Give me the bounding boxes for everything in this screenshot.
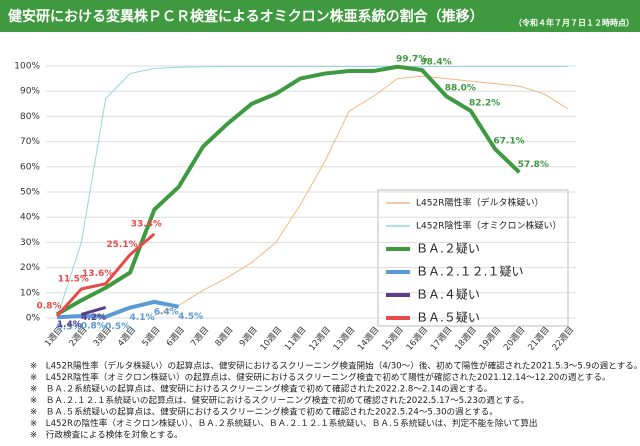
data-label: 0.5% [105, 322, 130, 332]
data-label: 11.5% [58, 275, 89, 285]
y-tick-label: 100% [14, 62, 40, 72]
data-label: 25.1% [106, 240, 137, 250]
x-tick-label: 8週目 [213, 325, 235, 349]
data-label: 98.4% [420, 58, 451, 68]
y-tick-label: 10% [20, 288, 40, 298]
legend-label: ＢＡ.５疑い [416, 310, 480, 325]
legend-label: ＢＡ.４疑い [416, 287, 480, 302]
y-tick-label: 0% [26, 314, 41, 324]
x-tick-label: 19週目 [478, 325, 504, 353]
series-line [56, 64, 521, 316]
data-label: 1.4% [57, 320, 82, 330]
y-tick-label: 80% [20, 112, 40, 122]
y-tick-label: 30% [20, 238, 40, 248]
y-tick-label: 90% [20, 87, 40, 97]
series-line [56, 66, 568, 319]
series-line [56, 299, 180, 320]
data-label: 13.6% [82, 269, 113, 279]
x-tick-label: 22週目 [551, 325, 577, 353]
data-label: 4.2% [81, 313, 106, 323]
x-tick-label: 11週目 [283, 325, 309, 353]
legend-label: L452R陽性率（デルタ株疑い） [416, 197, 543, 209]
chart-subtitle: （令和４年７月７日１２時時点） [514, 18, 634, 28]
data-label: 88.0% [445, 84, 476, 94]
note: ※ L452Rの陰性率（オミクロン株疑い）、ＢＡ.２系統疑い、ＢＡ.２.１２.１… [30, 417, 538, 429]
data-label: 33.4% [131, 219, 162, 229]
x-tick-label: 13週目 [332, 325, 358, 353]
series-line [80, 305, 107, 316]
data-label: 0.8% [81, 321, 106, 331]
data-label: 0.8% [37, 301, 62, 311]
note: ※ 行政検査による検体を対象とする。 [30, 429, 183, 441]
x-tick-label: 14週目 [356, 325, 382, 353]
y-tick-label: 50% [20, 188, 40, 198]
title-bar [0, 0, 640, 32]
note: ※ L452R陰性率（オミクロン株疑い）の起算点は、健安研におけるスクリーニング… [30, 371, 611, 383]
x-tick-label: 17週目 [429, 325, 455, 353]
data-label: 57.8% [518, 160, 549, 170]
data-label: 0.3% [57, 323, 82, 333]
y-tick-label: 40% [20, 213, 40, 223]
data-label: 67.1% [493, 136, 524, 146]
data-label: 82.2% [469, 98, 500, 108]
data-label: 4.1% [130, 313, 155, 323]
x-tick-label: 12週目 [307, 325, 333, 353]
data-label: 6.4% [154, 307, 179, 317]
y-tick-label: 20% [20, 263, 40, 273]
y-tick-label: 70% [20, 137, 40, 147]
x-tick-label: 20週目 [502, 325, 528, 353]
x-tick-label: 9週目 [238, 325, 260, 349]
series-line [55, 232, 156, 317]
data-label: 99.7% [396, 54, 427, 64]
data-label: 4.5% [178, 312, 203, 322]
chart-title: 健安研における変異株ＰＣＲ検査によるオミクロン株亜系統の割合（推移） [8, 8, 484, 25]
x-tick-label: 18週目 [453, 325, 479, 353]
y-tick-label: 60% [20, 162, 40, 172]
note: ※ ＢＡ.５系統疑いの起算点は、健安研におけるスクリーニング検査で初めて確認され… [30, 406, 498, 418]
x-tick-label: 21週目 [526, 325, 552, 353]
x-tick-label: 5週目 [140, 325, 162, 349]
x-tick-label: 7週目 [189, 325, 211, 349]
legend-box [377, 189, 569, 327]
note: ※ ＢＡ.２.１２.１系統疑いの起算点は、健安研におけるスクリーニング検査で初め… [30, 394, 529, 406]
note: ※ L452R陽性率（デルタ株疑い）の起算点は、健安研におけるスクリーニング検査… [30, 360, 640, 372]
note: ※ ＢＡ.２系統疑いの起算点は、健安研におけるスクリーニング検査で初めて確認され… [30, 383, 492, 395]
legend-label: ＢＡ.２.１２.１疑い [416, 264, 523, 279]
x-tick-label: 6週目 [165, 325, 187, 349]
legend-label: ＢＡ.２疑い [416, 241, 480, 256]
legend-label: L452R陰性率（オミクロン株疑い） [416, 220, 561, 232]
x-tick-label: 16週目 [405, 325, 431, 353]
x-tick-label: 15週目 [380, 325, 406, 353]
series-line [154, 75, 569, 316]
x-tick-label: 10週目 [259, 325, 285, 353]
